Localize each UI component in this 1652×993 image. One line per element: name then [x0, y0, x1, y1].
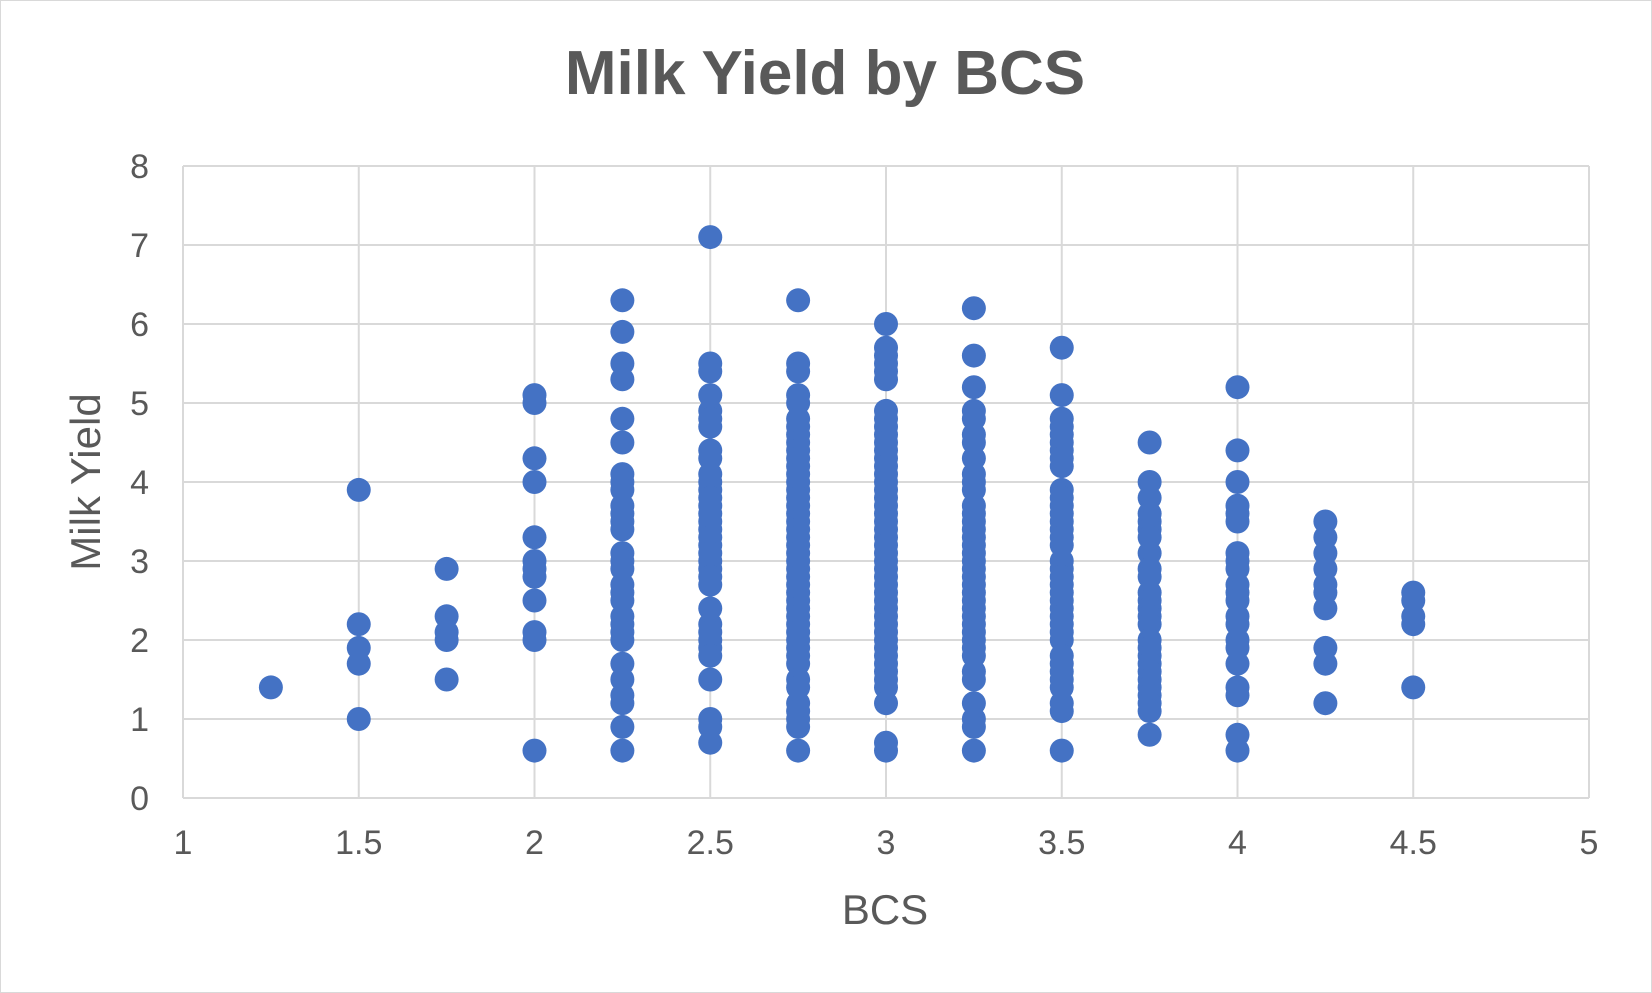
x-tick-label: 1 — [174, 824, 193, 862]
data-point — [610, 691, 635, 716]
data-point — [610, 430, 635, 455]
x-tick-label: 4.5 — [1390, 824, 1437, 862]
data-point — [698, 572, 723, 597]
data-point — [522, 588, 547, 613]
data-point — [610, 628, 635, 652]
data-point — [1137, 430, 1162, 455]
data-point — [961, 738, 986, 763]
data-point — [522, 446, 547, 471]
data-point — [522, 628, 547, 652]
data-point — [1225, 438, 1250, 463]
y-tick-labels: 0 1 2 3 4 5 6 7 8 — [130, 148, 149, 818]
data-point — [522, 391, 547, 415]
data-point — [1137, 722, 1162, 747]
data-point — [1225, 470, 1250, 494]
data-point — [698, 643, 723, 668]
data-point — [786, 714, 811, 739]
x-tick-label: 2 — [525, 824, 544, 862]
data-point — [610, 288, 635, 313]
y-tick-label: 7 — [130, 227, 149, 265]
data-point — [522, 470, 547, 494]
x-tick-label: 1.5 — [335, 824, 382, 862]
x-tick-labels: 1 1.5 2 2.5 3 3.5 4 4.5 5 — [174, 824, 1599, 862]
data-point — [698, 414, 723, 439]
y-tick-label: 8 — [130, 148, 149, 186]
data-point — [346, 707, 371, 731]
data-point — [1313, 596, 1338, 621]
x-tick-label: 5 — [1580, 824, 1599, 862]
data-point — [346, 651, 371, 676]
data-point — [346, 477, 371, 502]
data-points — [258, 225, 1426, 763]
data-point — [434, 667, 459, 692]
data-point — [961, 296, 986, 321]
data-point — [1225, 651, 1250, 676]
data-point — [786, 359, 811, 384]
data-point — [961, 714, 986, 739]
x-tick-label: 4 — [1228, 824, 1247, 862]
y-tick-label: 4 — [130, 464, 149, 502]
y-tick-label: 2 — [130, 622, 149, 660]
y-axis-title: Milk Yield — [62, 393, 109, 570]
y-tick-label: 3 — [130, 543, 149, 581]
x-tick-label: 2.5 — [687, 824, 734, 862]
data-point — [961, 343, 986, 368]
data-point — [874, 312, 898, 336]
y-tick-label: 1 — [130, 701, 149, 739]
data-point — [434, 556, 459, 581]
data-point — [1049, 699, 1074, 724]
data-point — [610, 517, 635, 542]
data-point — [1137, 699, 1162, 724]
x-tick-label: 3.5 — [1038, 824, 1085, 862]
data-point — [698, 359, 723, 384]
data-point — [1225, 375, 1250, 400]
y-tick-label: 6 — [130, 306, 149, 344]
data-point — [346, 612, 371, 637]
data-point — [874, 367, 898, 392]
data-point — [1401, 675, 1426, 700]
data-point — [610, 714, 635, 739]
y-tick-label: 5 — [130, 385, 149, 423]
data-point — [961, 667, 986, 692]
data-point — [1225, 683, 1250, 708]
data-point — [610, 367, 635, 392]
data-point — [1401, 612, 1426, 637]
data-point — [874, 691, 898, 716]
data-point — [1225, 738, 1250, 763]
data-point — [698, 667, 723, 692]
x-axis-title: BCS — [842, 886, 928, 933]
data-point — [1049, 738, 1074, 763]
data-point — [786, 738, 811, 763]
data-point — [698, 225, 723, 250]
data-point — [522, 525, 547, 550]
data-point — [258, 675, 283, 700]
data-point — [1313, 691, 1338, 716]
data-point — [698, 730, 723, 755]
y-tick-label: 0 — [130, 780, 149, 818]
data-point — [610, 406, 635, 431]
data-point — [434, 628, 459, 652]
data-point — [786, 288, 811, 313]
data-point — [1049, 454, 1074, 479]
data-point — [874, 738, 898, 763]
x-tick-label: 3 — [877, 824, 896, 862]
data-point — [522, 738, 547, 763]
data-point — [610, 319, 635, 344]
data-point — [1049, 335, 1074, 360]
data-point — [961, 375, 986, 400]
chart-title: Milk Yield by BCS — [564, 39, 1086, 108]
data-point — [610, 738, 635, 763]
data-point — [1225, 509, 1250, 534]
data-point — [1313, 651, 1338, 676]
data-point — [1049, 383, 1074, 408]
data-point — [522, 564, 547, 589]
